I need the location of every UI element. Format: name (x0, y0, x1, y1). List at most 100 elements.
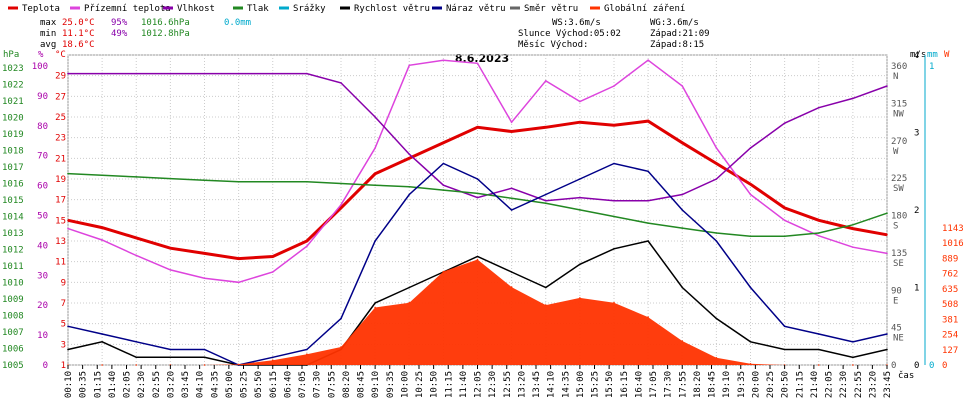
temp-tick-label: 21 (55, 154, 66, 164)
series-point (135, 176, 138, 178)
wm2-tick-label: 1143 (942, 224, 964, 234)
x-tick-label: 06:15 (269, 371, 279, 398)
series-point (817, 235, 820, 237)
chart-legend: Teplota Přízemní teplota Vlhkost Tlak Srážky… (8, 4, 685, 14)
hpa-tick-label: 1005 (2, 361, 24, 371)
series-point (613, 215, 615, 218)
series-point (510, 271, 513, 273)
legend-label: Rychlost větru (354, 4, 430, 14)
dir-tick-label: 135 (891, 249, 907, 259)
temp-tick-label: 23 (55, 134, 66, 144)
series-point (408, 157, 411, 160)
temp-tick-label: 9 (61, 278, 66, 288)
x-tick-label: 07:05 (298, 371, 308, 398)
series-point (271, 72, 274, 75)
x-tick-label: 12:30 (488, 371, 498, 398)
series-point (135, 254, 138, 257)
stat-max-hum: 95% (111, 18, 128, 28)
compass-label: E (893, 296, 898, 306)
stat-max-press: 1016.6hPa (141, 18, 190, 28)
series-point (408, 64, 411, 67)
series-point (135, 356, 138, 359)
series-point (647, 59, 649, 61)
hpa-tick-label: 1016 (2, 180, 24, 190)
series-point (374, 306, 376, 309)
x-tick-label: 14:35 (561, 371, 571, 398)
series-point (579, 297, 581, 299)
series-point (749, 340, 752, 343)
series-point (544, 202, 547, 205)
ms-tick-label: 0 (914, 361, 919, 371)
series-point (886, 348, 888, 351)
series-point (783, 325, 786, 328)
series-point (783, 122, 786, 124)
series-point (544, 304, 547, 306)
x-tick-label: 02:55 (152, 371, 162, 398)
series-point (817, 232, 820, 234)
series-point (510, 121, 513, 123)
series-point (135, 340, 138, 343)
series-point (715, 357, 718, 359)
x-tick-label: 08:45 (357, 371, 367, 398)
series-point (544, 286, 547, 289)
x-axis-label: čas (898, 370, 914, 381)
series-point (510, 130, 513, 133)
series-point (817, 333, 820, 335)
series-point (715, 232, 718, 234)
x-tick-label: 00:10 (64, 371, 74, 398)
series-point (374, 116, 376, 118)
series-point (613, 85, 615, 87)
series-point (306, 348, 308, 351)
pct-tick-label: 30 (37, 271, 48, 281)
hpa-tick-label: 1020 (2, 114, 24, 124)
series-point (852, 223, 854, 226)
wm2-tick-label: 0 (942, 361, 947, 371)
x-tick-label: 04:35 (210, 371, 220, 398)
stat-moon-set: Západ:8:15 (650, 40, 704, 50)
legend-label: Srážky (293, 4, 326, 14)
series-point (647, 240, 649, 242)
series-point (306, 240, 308, 242)
series-point (544, 80, 547, 82)
pct-tick-label: 20 (37, 301, 48, 311)
hpa-tick-label: 1012 (2, 246, 24, 256)
x-tick-label: 21:15 (795, 371, 805, 398)
x-tick-label: 12:05 (474, 371, 484, 398)
series-point (306, 72, 308, 75)
stat-min-temp: 11.1°C (62, 29, 95, 39)
chart-series (67, 59, 888, 366)
series-point (817, 219, 820, 222)
stat-min-press: 1012.8hPa (141, 29, 190, 39)
series-point (647, 170, 649, 173)
legend-label: Globální záření (604, 4, 685, 14)
temp-tick-label: 15 (55, 216, 66, 226)
x-tick-label: 05:50 (254, 371, 264, 398)
compass-label: SW (893, 184, 904, 194)
x-tick-label: 17:30 (664, 371, 674, 398)
stat-max-temp: 25.0°C (62, 18, 95, 28)
wm2-tick-label: 381 (942, 315, 958, 325)
temp-tick-label: 11 (55, 258, 66, 268)
series-point (749, 235, 752, 238)
hpa-tick-label: 1007 (2, 328, 24, 338)
series-point (681, 340, 684, 342)
series-point (681, 209, 684, 211)
x-tick-label: 00:35 (79, 371, 89, 398)
pct-tick-label: 90 (37, 92, 48, 102)
series-point (101, 174, 103, 177)
series-point (852, 364, 854, 366)
series-point (374, 302, 376, 304)
series-point (544, 199, 547, 202)
series-point (579, 121, 581, 123)
series-point (442, 184, 445, 186)
hpa-tick-label: 1017 (2, 163, 24, 173)
ms-tick-label: 3 (914, 129, 919, 139)
x-tick-label: 23:20 (868, 371, 878, 398)
series-point (237, 181, 240, 183)
series-point (442, 189, 445, 191)
series-point (715, 147, 718, 149)
hpa-tick-label: 1006 (2, 345, 24, 355)
series-point (340, 317, 342, 320)
x-tick-label: 17:55 (678, 371, 688, 398)
